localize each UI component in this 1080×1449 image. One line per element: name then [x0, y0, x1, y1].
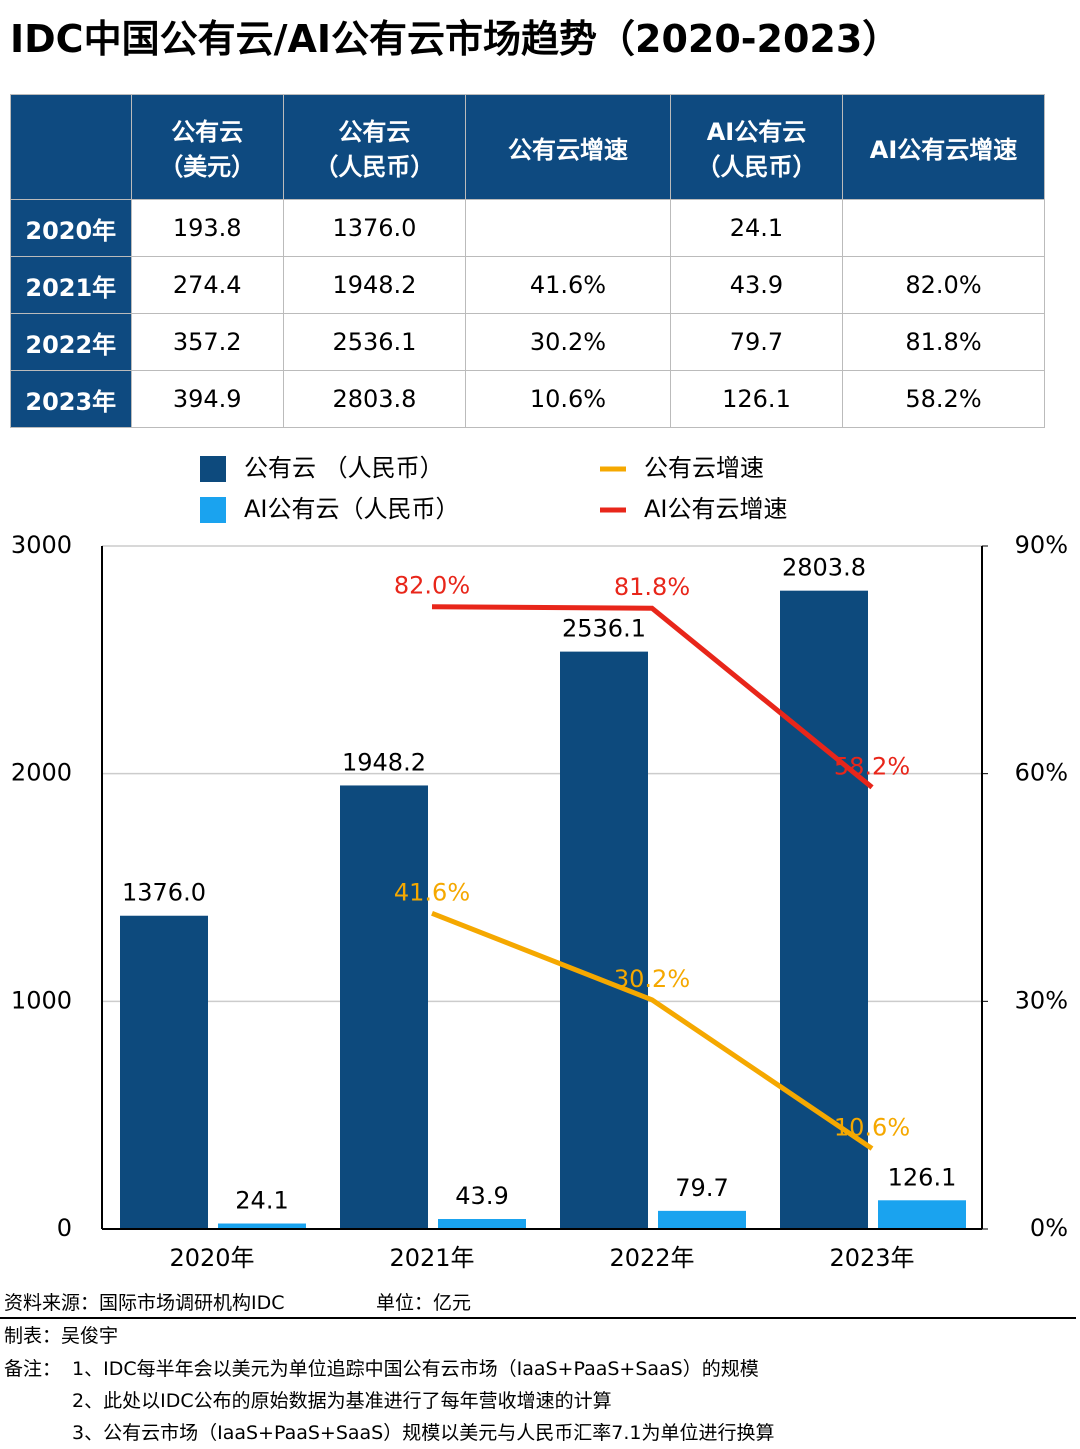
value-label: 82.0%	[394, 572, 470, 600]
y2-tick-label: 0%	[1030, 1214, 1068, 1242]
unit: 单位：亿元	[376, 1292, 472, 1314]
table-cell: 2536.1	[282, 313, 467, 371]
bar	[780, 590, 868, 1229]
header-cell: 公有云 （美元）	[130, 94, 284, 200]
table-cell: 2803.8	[282, 370, 467, 428]
table-row: 2022年 357.2 2536.1 30.2% 79.7 81.8%	[10, 313, 1045, 371]
value-label: 43.9	[455, 1182, 508, 1210]
row-header: 2021年	[10, 256, 132, 314]
note: 2、此处以IDC公布的原始数据为基准进行了每年营收增速的计算	[72, 1390, 612, 1412]
table-cell: 193.8	[130, 199, 284, 257]
table-cell: 58.2%	[842, 370, 1045, 428]
value-label: 1948.2	[342, 748, 426, 776]
table-cell	[842, 199, 1045, 257]
legend-swatch	[200, 456, 226, 482]
table-cell: 10.6%	[465, 370, 671, 428]
value-label: 41.6%	[394, 878, 470, 906]
x-tick-label: 2023年	[829, 1244, 914, 1272]
table-cell: 1376.0	[282, 199, 467, 257]
legend-label: AI公有云（人民币）	[244, 495, 460, 523]
value-label: 24.1	[235, 1187, 288, 1215]
value-label: 1376.0	[122, 879, 206, 907]
value-label: 126.1	[888, 1163, 957, 1191]
table-cell: 1948.2	[282, 256, 467, 314]
y-tick-label: 0	[57, 1214, 72, 1242]
table-row: 2020年 193.8 1376.0 24.1	[10, 199, 1045, 257]
row-header: 2022年	[10, 313, 132, 371]
legend-label: 公有云增速	[644, 454, 764, 482]
row-header: 2023年	[10, 370, 132, 428]
row-header: 2020年	[10, 199, 132, 257]
table-row: 2023年 394.9 2803.8 10.6% 126.1 58.2%	[10, 370, 1045, 428]
note-label: 备注：	[4, 1358, 62, 1380]
header-cell: AI公有云增速	[842, 94, 1045, 200]
line	[431, 910, 874, 1151]
bar	[340, 785, 428, 1229]
header-cell: AI公有云 （人民币）	[669, 94, 844, 200]
legend-label: AI公有云增速	[644, 495, 788, 523]
x-tick-label: 2022年	[609, 1244, 694, 1272]
table-cell: 82.0%	[842, 256, 1045, 314]
y2-tick-label: 60%	[1015, 759, 1068, 787]
chart: 0 1000 2000 3000 0% 30% 60% 90% 2020年 2021年 2022年 2…	[11, 454, 1068, 1272]
table-cell: 81.8%	[842, 313, 1045, 371]
table-cell: 126.1	[669, 370, 844, 428]
value-label: 2803.8	[782, 554, 866, 582]
table-cell: 30.2%	[465, 313, 671, 371]
header-cell: 公有云 （人民币）	[282, 94, 467, 200]
bar	[218, 1223, 306, 1229]
table-cell: 274.4	[130, 256, 284, 314]
bar	[560, 651, 648, 1229]
bar	[438, 1219, 526, 1229]
y-tick-label: 3000	[11, 531, 72, 559]
y2-tick-label: 30%	[1015, 986, 1068, 1014]
table-cell: 41.6%	[465, 256, 671, 314]
note: 3、公有云市场（IaaS+PaaS+SaaS）规模以美元与人民币汇率7.1为单位…	[72, 1422, 775, 1444]
value-label: 58.2%	[834, 752, 910, 780]
legend-swatch	[200, 497, 226, 523]
value-label: 30.2%	[614, 965, 690, 993]
table-cell: 43.9	[669, 256, 844, 314]
value-label: 10.6%	[834, 1114, 910, 1142]
source: 资料来源：国际市场调研机构IDC	[4, 1292, 285, 1314]
value-label: 2536.1	[562, 615, 646, 643]
note: 1、IDC每半年会以美元为单位追踪中国公有云市场（IaaS+PaaS+SaaS）…	[72, 1358, 759, 1380]
header-cell: 公有云增速	[465, 94, 671, 200]
bar	[658, 1210, 746, 1229]
table-cell: 394.9	[130, 370, 284, 428]
table-row: 2021年 274.4 1948.2 41.6% 43.9 82.0%	[10, 256, 1045, 314]
value-label: 79.7	[675, 1174, 728, 1202]
header-row: 公有云 （美元） 公有云 （人民币） 公有云增速 AI公有云 （人民币） AI公有云增速	[10, 94, 1045, 200]
y-tick-label: 1000	[11, 986, 72, 1014]
table-cell: 357.2	[130, 313, 284, 371]
table-cell	[465, 199, 671, 257]
y-tick-label: 2000	[11, 759, 72, 787]
table-cell: 24.1	[669, 199, 844, 257]
x-tick-label: 2020年	[169, 1244, 254, 1272]
value-label: 81.8%	[614, 573, 690, 601]
title: IDC中国公有云/AI公有云市场趋势（2020-2023）	[10, 17, 901, 61]
separator	[0, 1317, 1076, 1319]
author: 制表：吴俊宇	[4, 1325, 119, 1347]
line	[431, 604, 874, 790]
bar	[878, 1200, 966, 1229]
x-tick-label: 2021年	[389, 1244, 474, 1272]
bar	[120, 915, 208, 1229]
table-cell: 79.7	[669, 313, 844, 371]
corner-cell	[10, 94, 132, 200]
legend-label: 公有云 （人民币）	[244, 454, 444, 482]
y2-tick-label: 90%	[1015, 531, 1068, 559]
data-table: 公有云 （美元） 公有云 （人民币） 公有云增速 AI公有云 （人民币） AI公有云增速…	[10, 94, 1045, 428]
